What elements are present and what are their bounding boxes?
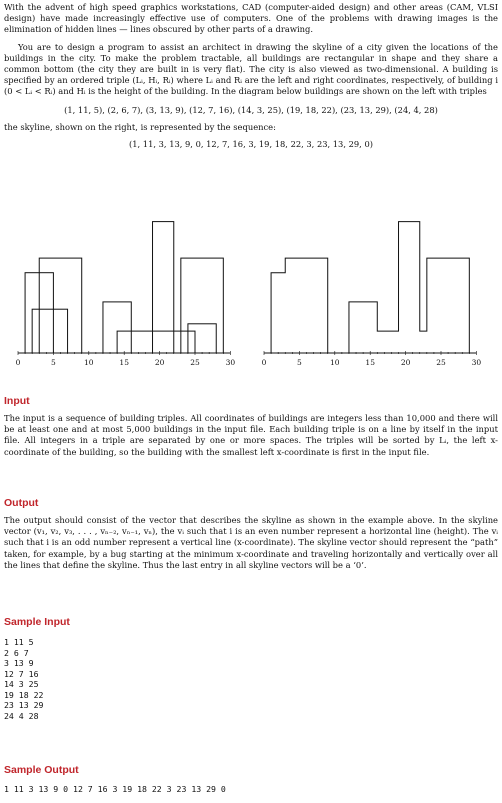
building-rect [187, 323, 217, 354]
sample-input-line: 2 6 7 [4, 647, 29, 658]
sample-input-line: 23 13 29 [4, 700, 44, 710]
output-text: The output should consist of the vector … [4, 515, 498, 570]
input-text: The input is a sequence of building trip… [4, 413, 498, 457]
sample-input-line: 3 13 9 [4, 658, 34, 668]
building-triples: (1, 11, 5), (2, 6, 7), (3, 13, 9), (12, … [64, 104, 438, 115]
left-tick-label: 20 [155, 358, 165, 367]
sample-output-heading: Sample Output [4, 764, 79, 776]
problem-statement: With the advent of high speed graphics w… [4, 2, 498, 156]
building-rect [152, 221, 175, 354]
building-rect [31, 308, 69, 354]
left-tick-label: 5 [51, 358, 56, 367]
building-rect [116, 330, 196, 354]
intro-paragraph-1: With the advent of high speed graphics w… [4, 2, 498, 35]
building-rect [180, 257, 224, 354]
right-tick-label: 0 [262, 358, 267, 367]
output-section: The output should consist of the vector … [4, 515, 498, 571]
right-tick-label: 25 [436, 358, 446, 367]
sample-input-line: 19 18 22 [4, 689, 44, 700]
left-tick-label: 30 [226, 358, 236, 367]
right-tick-label: 15 [365, 358, 375, 367]
sample-output-line: 1 11 3 13 9 0 12 7 16 3 19 18 22 3 23 13… [4, 784, 226, 794]
sample-input-line: 14 3 25 [4, 679, 39, 689]
skyline-sequence: (1, 11, 3, 13, 9, 0, 12, 7, 16, 3, 19, 1… [129, 139, 373, 150]
right-tick-label: 5 [297, 358, 302, 367]
left-tick-label: 15 [119, 358, 129, 367]
input-section: The input is a sequence of building trip… [4, 413, 498, 458]
right-tick-label: 10 [330, 358, 340, 367]
output-heading: Output [4, 497, 39, 509]
input-heading: Input [4, 395, 30, 407]
skyline-diagram: 0 5 10 15 20 25 30 [262, 221, 482, 367]
left-tick-label: 25 [190, 358, 200, 367]
right-tick-label: 30 [472, 358, 482, 367]
intro-paragraph-2: You are to design a program to assist an… [4, 41, 498, 97]
intro-paragraph-3: the skyline, shown on the right, is repr… [4, 121, 276, 132]
buildings-diagram: 0 5 10 15 20 25 30 [16, 221, 236, 367]
sample-input-block: 1 11 5 2 6 7 3 13 9 12 7 16 14 3 25 19 1… [4, 637, 43, 721]
figures: 0 5 10 15 20 25 30 0 5 10 15 20 25 30 [0, 205, 502, 375]
sample-input-line: 12 7 16 [4, 668, 39, 679]
left-tick-label: 0 [16, 358, 21, 367]
skyline-path [270, 221, 470, 354]
left-tick-label: 10 [84, 358, 94, 367]
sample-input-line: 1 11 5 [4, 637, 34, 647]
sample-input-heading: Sample Input [4, 616, 70, 628]
right-tick-label: 20 [401, 358, 411, 367]
buildings-and-skyline-figure: 0 5 10 15 20 25 30 0 5 10 15 20 25 30 [16, 221, 482, 367]
sample-input-line: 24 4 28 [4, 710, 39, 721]
